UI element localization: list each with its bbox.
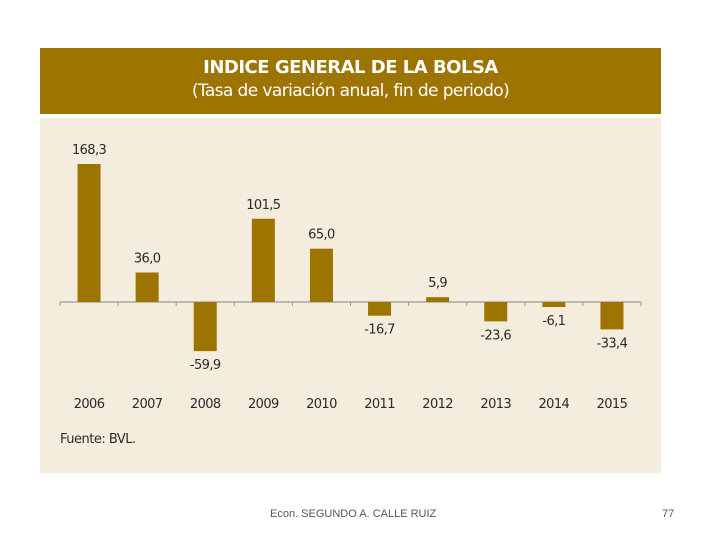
data-label-2010: 65,0	[308, 228, 335, 243]
x-tick-label-2006: 2006	[74, 397, 105, 412]
bar-2010	[309, 248, 333, 302]
chart-number-label: GRÁFICO 35	[308, 40, 393, 48]
data-label-2007: 36,0	[134, 251, 161, 266]
x-tick-label-2010: 2010	[306, 397, 337, 412]
x-tick-label-2012: 2012	[422, 397, 453, 412]
bar-2015	[600, 302, 624, 330]
data-label-2006: 168,3	[72, 143, 107, 158]
footer-author: Econ. SEGUNDO A. CALLE RUIZ	[270, 508, 437, 520]
x-tick-label-2015: 2015	[597, 397, 628, 412]
chart-header: GRÁFICO 35 INDICE GENERAL DE LA BOLSA (T…	[40, 40, 661, 114]
bar-2007	[135, 272, 159, 302]
bar-2014	[542, 302, 566, 308]
x-tick-label-2007: 2007	[132, 397, 163, 412]
x-tick-label-2013: 2013	[480, 397, 511, 412]
chart-title: INDICE GENERAL DE LA BOLSA	[203, 57, 498, 78]
chart-subtitle: (Tasa de variación anual, fin de periodo…	[191, 81, 510, 101]
chart-panel: 168,3 2006 36,0 2007 -59,9 2008 101,5 2009 65,0 2…	[40, 118, 661, 473]
bar-2012	[426, 297, 450, 302]
bar-chart: 168,3 2006 36,0 2007 -59,9 2008 101,5 2009 65,0 2…	[59, 143, 642, 412]
data-label-2008: -59,9	[190, 358, 221, 373]
bar-2009	[251, 218, 275, 302]
x-tick-label-2011: 2011	[364, 397, 395, 412]
bar-2006	[77, 163, 101, 302]
data-label-2015: -33,4	[597, 336, 628, 351]
x-tick-label-2008: 2008	[190, 397, 221, 412]
page-number: 77	[662, 508, 675, 520]
source-note: Fuente: BVL.	[60, 432, 136, 447]
data-label-2014: -6,1	[542, 314, 565, 329]
bar-2008	[193, 302, 217, 352]
x-tick-label-2009: 2009	[248, 397, 279, 412]
bar-2011	[368, 302, 392, 316]
data-label-2012: 5,9	[428, 276, 447, 291]
bar-2013	[484, 302, 508, 322]
data-label-2013: -23,6	[480, 328, 511, 343]
data-label-2009: 101,5	[246, 198, 281, 213]
data-label-2011: -16,7	[364, 323, 395, 338]
x-tick-label-2014: 2014	[539, 397, 570, 412]
